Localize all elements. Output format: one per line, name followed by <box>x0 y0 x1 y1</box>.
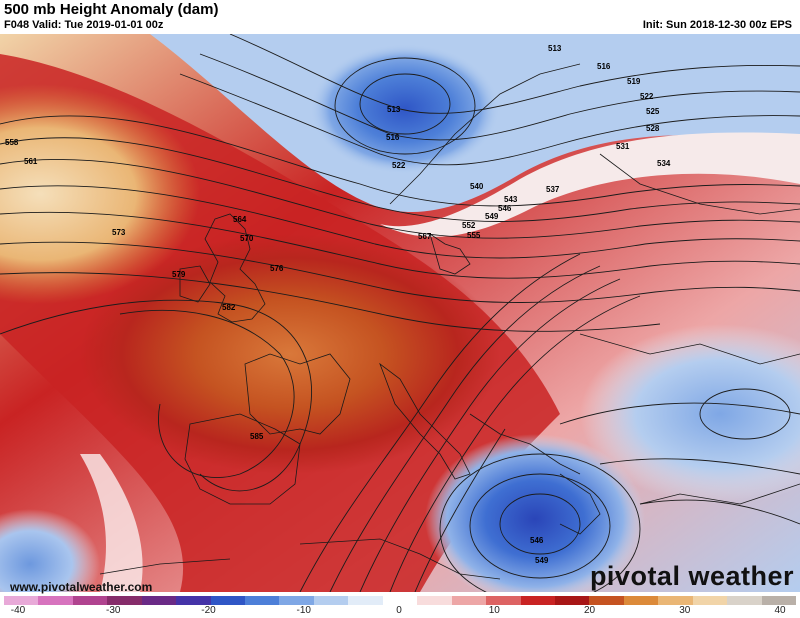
contour-label: 534 <box>657 159 671 168</box>
colorbar <box>4 596 797 605</box>
neutral-band <box>380 132 800 237</box>
colorbar-tick-label: 30 <box>679 605 691 616</box>
colorbar-tick-label: -30 <box>106 605 121 616</box>
contour-label: 519 <box>627 77 641 86</box>
contour-label: 582 <box>222 303 236 312</box>
contour-label: 567 <box>418 232 432 241</box>
contour-label: 516 <box>597 62 611 71</box>
low-center-norway <box>310 44 500 174</box>
contour-label: 513 <box>548 44 562 53</box>
negative-anomaly-east <box>580 324 800 504</box>
white-gap-west <box>80 454 143 592</box>
contour-label: 564 <box>233 215 247 224</box>
colorbar-segment <box>348 596 384 605</box>
colorbar-tick-label: -40 <box>10 605 26 616</box>
coastlines <box>99 63 800 580</box>
colorbar-segment <box>486 596 521 605</box>
header-bar: 500 mb Height Anomaly (dam) F048 Valid: … <box>0 0 800 36</box>
site-url: www.pivotalweather.com <box>10 580 153 594</box>
contour-label: 570 <box>240 234 254 243</box>
contour-label: 555 <box>467 231 481 240</box>
contour-label: 546 <box>530 536 544 545</box>
contour-label: 543 <box>504 195 518 204</box>
colorbar-segment <box>727 596 763 605</box>
colorbar-segment <box>692 596 728 605</box>
colorbar-segment <box>245 596 280 605</box>
contour-label: 522 <box>640 92 654 101</box>
height-contours <box>0 34 800 592</box>
colorbar-segment <box>313 596 349 605</box>
brand-logo: pivotal weather <box>589 561 794 591</box>
negative-anomaly-southwest <box>0 509 100 592</box>
map-title: 500 mb Height Anomaly (dam) <box>4 1 219 18</box>
colorbar-ticks: -40 -30 -20 -10 0 10 20 30 40 <box>0 605 800 618</box>
contour-label: 516 <box>386 133 400 142</box>
colorbar-segment <box>38 596 74 605</box>
contour-label: 579 <box>172 270 186 279</box>
colorbar-tick-label: -20 <box>201 605 216 616</box>
contour-label: 546 <box>498 204 512 213</box>
ridge-core <box>80 234 500 474</box>
colorbar-tick-label: 40 <box>774 605 786 616</box>
contour-label: 558 <box>5 138 19 147</box>
colorbar-segment <box>279 596 315 605</box>
contour-label: 576 <box>270 264 284 273</box>
contour-label: 513 <box>387 105 401 114</box>
contour-label: 585 <box>250 432 264 441</box>
contour-label: 549 <box>535 556 549 565</box>
init-time: Init: Sun 2018-12-30 00z EPS <box>642 19 792 31</box>
contour-label: 540 <box>470 182 484 191</box>
colorbar-segment <box>176 596 212 605</box>
colorbar-segment <box>520 596 556 605</box>
colorbar-segment <box>589 596 625 605</box>
colorbar-segment <box>210 596 246 605</box>
colorbar-tick-label: 0 <box>396 605 402 616</box>
contour-label: 549 <box>485 212 499 221</box>
contour-label: 528 <box>646 124 660 133</box>
ridge-tan-core <box>0 84 200 304</box>
contour-label: 552 <box>462 221 476 230</box>
contour-label: 525 <box>646 107 660 116</box>
colorbar-segment <box>382 596 418 605</box>
colorbar-tick-label: 20 <box>583 605 596 616</box>
colorbar-segment <box>658 596 694 605</box>
colorbar-segment <box>417 596 453 605</box>
contour-labels: 513 516 519 522 525 528 531 534 537 540 … <box>5 44 671 565</box>
contour-label: 561 <box>24 157 38 166</box>
colorbar-segment <box>72 596 108 605</box>
colorbar-tick-label: 10 <box>488 605 500 616</box>
contour-label: 537 <box>546 185 560 194</box>
colorbar-segment <box>623 596 659 605</box>
colorbar-segment <box>107 596 143 605</box>
colorbar-tick-label: -10 <box>296 605 311 616</box>
colorbar-segment <box>451 596 487 605</box>
colorbar-segment <box>761 596 797 605</box>
colorbar-segment <box>141 596 177 605</box>
contour-label: 522 <box>392 161 406 170</box>
colorbar-segment <box>554 596 590 605</box>
weather-map: 513 516 519 522 525 528 531 534 537 540 … <box>0 34 800 592</box>
valid-time: F048 Valid: Tue 2019-01-01 00z <box>4 19 164 31</box>
contour-label: 573 <box>112 228 126 237</box>
colorbar-segment <box>4 596 39 605</box>
contour-label: 531 <box>616 142 630 151</box>
